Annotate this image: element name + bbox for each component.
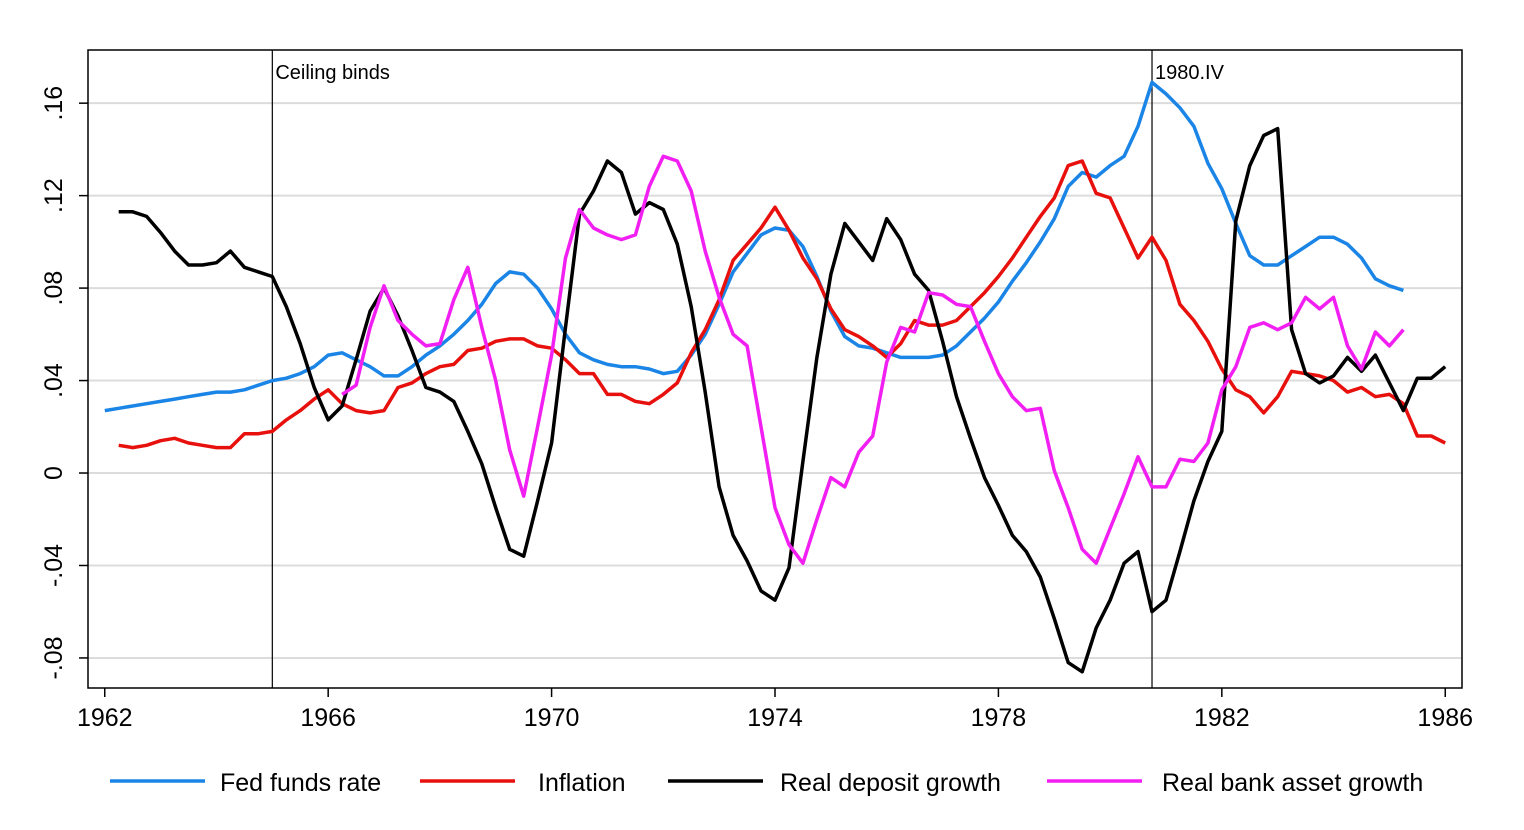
y-tick-label: .08 bbox=[40, 271, 68, 306]
legend-label: Real deposit growth bbox=[780, 769, 1001, 797]
plot-frame bbox=[87, 49, 1463, 689]
legend-label: Real bank asset growth bbox=[1162, 769, 1423, 797]
y-tick-label: .04 bbox=[40, 363, 68, 398]
y-tick-label: -.04 bbox=[40, 544, 68, 587]
y-tick-label: 0 bbox=[40, 466, 68, 480]
series-line bbox=[104, 80, 1404, 413]
x-tick-label: 1978 bbox=[971, 704, 1027, 732]
y-tick-label: .16 bbox=[40, 86, 68, 121]
legend-label: Inflation bbox=[538, 769, 626, 797]
x-tick-label: 1962 bbox=[77, 704, 133, 732]
legend-label: Fed funds rate bbox=[220, 769, 381, 797]
annotation-text: 1980.IV bbox=[1155, 62, 1225, 84]
y-tick-label: .12 bbox=[40, 178, 68, 213]
x-tick-label: 1970 bbox=[524, 704, 580, 732]
series-line bbox=[118, 126, 1447, 674]
x-tick-label: 1982 bbox=[1194, 704, 1250, 732]
y-tick-label: -.08 bbox=[40, 636, 68, 679]
series-line bbox=[341, 154, 1405, 565]
x-tick-label: 1966 bbox=[300, 704, 356, 732]
x-tick-label: 1974 bbox=[747, 704, 803, 732]
series-line bbox=[118, 159, 1446, 450]
annotation-text: Ceiling binds bbox=[275, 62, 390, 84]
x-tick-label: 1986 bbox=[1417, 704, 1473, 732]
